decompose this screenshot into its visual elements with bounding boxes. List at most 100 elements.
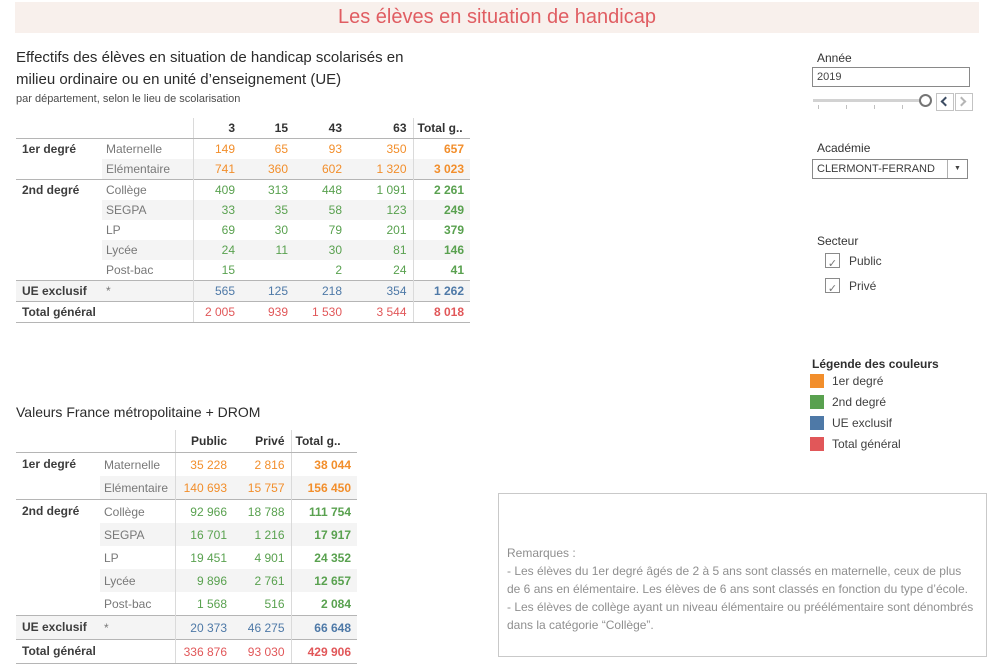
table-cell-total[interactable]: 41	[412, 260, 470, 281]
table-cell[interactable]: 313	[241, 179, 294, 200]
table-cell-total[interactable]: 657	[412, 138, 470, 159]
table-cell[interactable]: 4 901	[254, 550, 285, 565]
table-cell-total[interactable]: 379	[412, 220, 470, 240]
row-sub-label: Collège	[100, 499, 175, 523]
row-sub-label: LP	[106, 223, 121, 237]
table-cell[interactable]: 11	[241, 240, 294, 260]
table-cell[interactable]: 30	[274, 223, 288, 237]
table-cell[interactable]: 741	[192, 159, 241, 180]
column-header: 3	[192, 118, 241, 139]
table-cell-total[interactable]: 3 023	[412, 159, 470, 180]
table-cell[interactable]: 360	[241, 159, 294, 180]
table-cell-total[interactable]: 2 261	[412, 179, 470, 200]
table-cell[interactable]: 1 530	[294, 301, 348, 323]
table-cell[interactable]: 939	[241, 301, 294, 323]
table-cell[interactable]: 35 228	[174, 452, 233, 476]
table-cell[interactable]: 24	[393, 263, 407, 277]
table-cell[interactable]: 30	[294, 240, 348, 260]
table-cell-total[interactable]: 156 450	[290, 476, 357, 500]
table-cell[interactable]: 19 451	[174, 546, 233, 569]
table-cell[interactable]: 16 701	[174, 523, 233, 546]
table-cell-total[interactable]: 12 657	[290, 569, 357, 592]
table-cell[interactable]: 1 216	[233, 523, 291, 546]
table-cell-total[interactable]: 38 044	[290, 452, 357, 476]
legend-swatch[interactable]	[810, 416, 824, 430]
row-sub-label: Elémentaire	[100, 476, 175, 500]
table-cell[interactable]: 2 816	[254, 457, 285, 472]
annee-slider-track[interactable]	[813, 99, 925, 102]
annee-prev-button[interactable]	[936, 93, 954, 111]
table-cell[interactable]: 92 966	[174, 499, 233, 523]
table-cell-total[interactable]: 1 262	[412, 280, 470, 302]
table-cell[interactable]: 2 005	[192, 301, 241, 323]
legend-item: UE exclusif	[810, 416, 892, 430]
table-cell[interactable]: 1 568	[174, 592, 233, 616]
annee-next-button[interactable]	[955, 93, 973, 111]
table-cell[interactable]: 409	[192, 179, 241, 200]
dept-table-subtitle: par département, selon le lieu de scolar…	[16, 93, 241, 105]
checkbox-checked-icon[interactable]: ✓	[825, 253, 840, 270]
dropdown-caret-icon[interactable]: ▼	[947, 160, 967, 178]
table-cell[interactable]: 149	[192, 138, 241, 159]
checkbox-prive[interactable]: ✓ Privé	[825, 278, 876, 295]
table-row: LP 19 451 4 901 24 352	[16, 546, 357, 569]
table-cell-total[interactable]: 17 917	[290, 523, 357, 546]
table-cell[interactable]: 35	[241, 200, 294, 220]
table-cell[interactable]: 123	[348, 200, 413, 220]
table-cell[interactable]: 2 761	[233, 569, 291, 592]
table-cell[interactable]: 354	[348, 280, 413, 302]
table-cell[interactable]: 15	[192, 260, 241, 281]
table-cell-total[interactable]: 249	[412, 200, 470, 220]
table-cell[interactable]: 69	[192, 220, 241, 240]
legend-swatch[interactable]	[810, 395, 824, 409]
table-cell[interactable]: 125	[241, 280, 294, 302]
table-cell-total[interactable]: 66 648	[290, 615, 357, 640]
table-cell[interactable]: 3 544	[348, 301, 413, 323]
table-cell[interactable]	[241, 260, 294, 281]
table-cell[interactable]: 79	[328, 223, 342, 237]
table-cell[interactable]: 9 896	[174, 569, 233, 592]
table-cell[interactable]: 218	[294, 280, 348, 302]
table-cell[interactable]: 140 693	[174, 476, 233, 500]
legend-swatch[interactable]	[810, 437, 824, 451]
table-cell[interactable]: 565	[192, 280, 241, 302]
table-cell[interactable]: 33	[192, 200, 241, 220]
checkbox-public[interactable]: ✓ Public	[825, 253, 882, 270]
table-cell[interactable]: 602	[294, 159, 348, 180]
table-cell[interactable]: 448	[294, 179, 348, 200]
table-cell[interactable]: 46 275	[233, 615, 291, 640]
table-cell[interactable]: 93	[328, 142, 342, 156]
table-cell[interactable]: 18 788	[233, 499, 291, 523]
table-cell-total[interactable]: 429 906	[290, 639, 357, 664]
annee-slider-handle[interactable]	[919, 94, 932, 107]
slider-tick	[874, 105, 875, 109]
table-row-total: Total général 336 876 93 030 429 906	[16, 639, 357, 664]
table-cell[interactable]: 20 373	[174, 615, 233, 640]
table-cell[interactable]: 65	[274, 142, 288, 156]
table-cell[interactable]: 58	[294, 200, 348, 220]
academie-dropdown[interactable]: CLERMONT-FERRAND ▼	[812, 159, 968, 179]
table-cell[interactable]: 350	[386, 142, 407, 156]
table-cell[interactable]: 1 091	[348, 179, 413, 200]
table-header-row: Public Privé Total g..	[16, 430, 357, 453]
table-cell-total[interactable]: 24 352	[290, 546, 357, 569]
table-cell[interactable]: 516	[264, 596, 285, 611]
table-cell[interactable]: 2	[335, 263, 342, 277]
table-cell[interactable]: 1 320	[348, 159, 413, 180]
checkbox-checked-icon[interactable]: ✓	[825, 278, 840, 295]
table-cell-total[interactable]: 8 018	[412, 301, 470, 323]
table-cell[interactable]: 93 030	[233, 639, 291, 664]
table-cell-total[interactable]: 2 084	[290, 592, 357, 616]
table-cell-total[interactable]: 111 754	[290, 499, 357, 523]
row-group-label: Total général	[16, 639, 175, 664]
table-row: Elémentaire 140 693 15 757 156 450	[16, 476, 357, 500]
table-cell[interactable]: 336 876	[174, 639, 233, 664]
table-cell[interactable]: 24	[192, 240, 241, 260]
table-cell-total[interactable]: 146	[412, 240, 470, 260]
table-cell[interactable]: 201	[386, 223, 407, 237]
annee-input[interactable]	[812, 67, 970, 87]
table-cell[interactable]: 81	[348, 240, 413, 260]
table-cell[interactable]: 15 757	[233, 476, 291, 500]
column-header-total: Total g..	[412, 118, 470, 139]
legend-swatch[interactable]	[810, 374, 824, 388]
